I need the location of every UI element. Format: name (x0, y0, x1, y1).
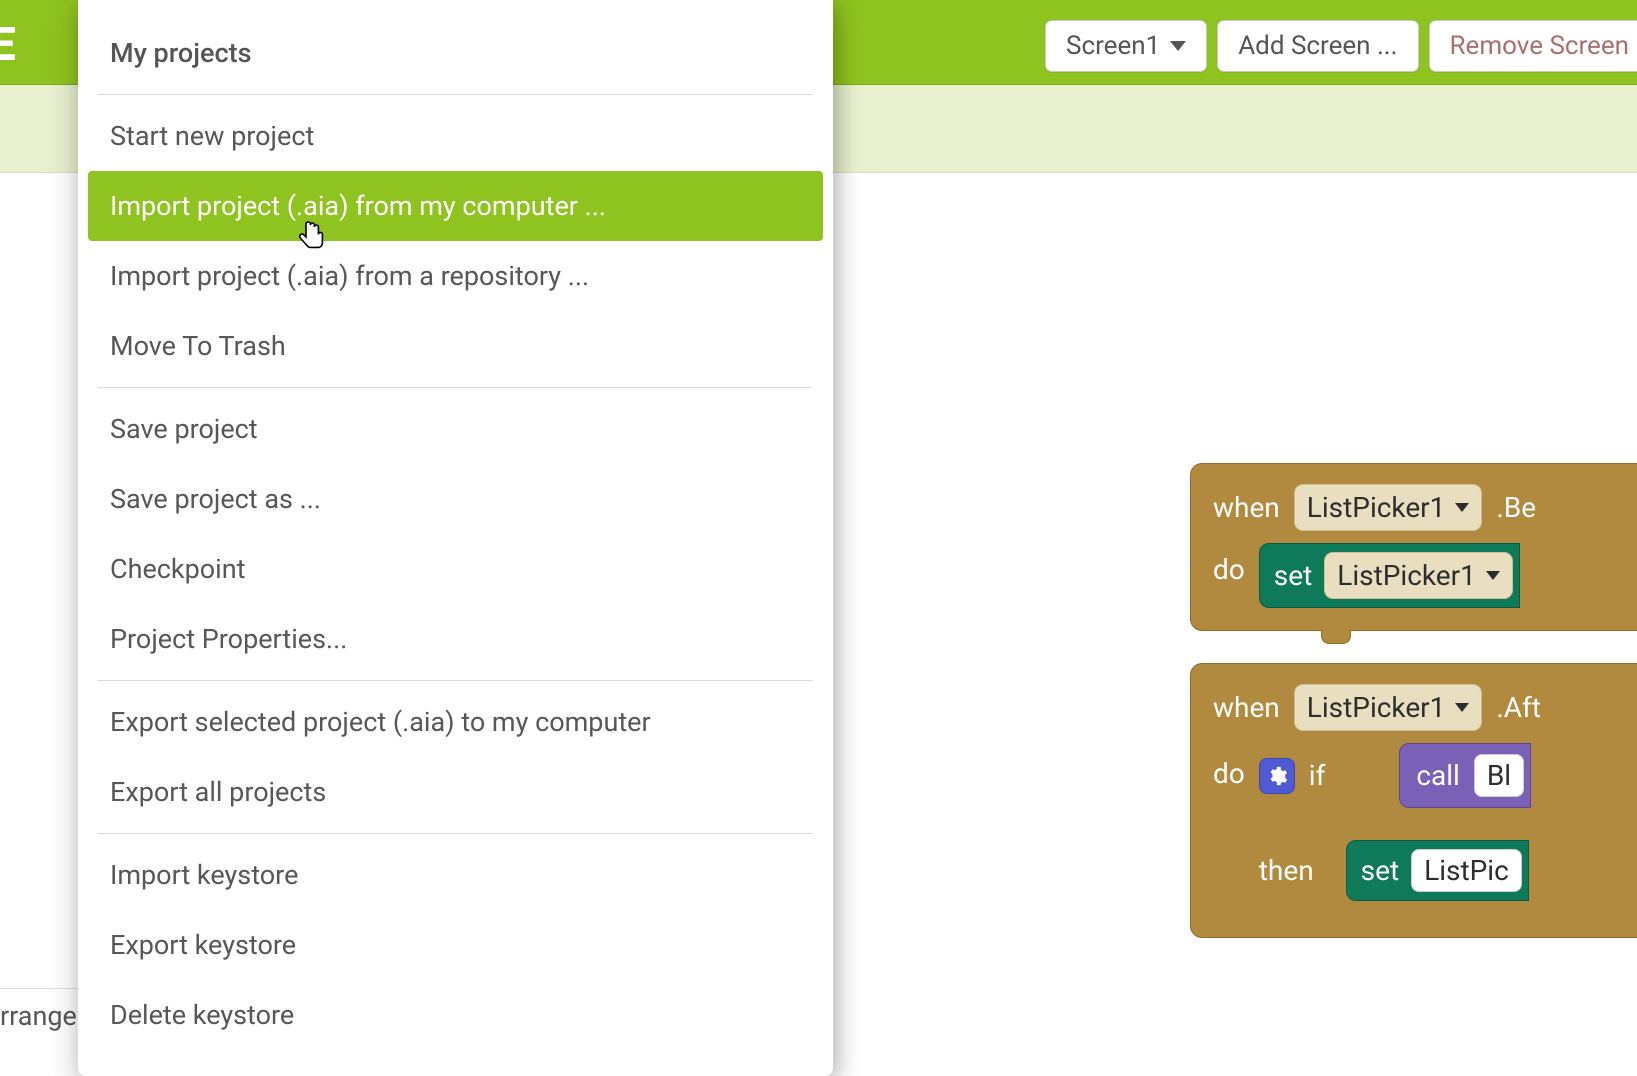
screen-selector-label: Screen1 (1066, 31, 1160, 61)
set-component-dropdown[interactable]: ListPicker1 (1324, 552, 1513, 599)
menu-item-export-keystore[interactable]: Export keystore (88, 910, 823, 980)
add-screen-label: Add Screen ... (1238, 31, 1397, 61)
caret-down-icon (1486, 571, 1500, 580)
topbar-buttons: Screen1 Add Screen ... Remove Screen (1045, 20, 1637, 72)
then-keyword: then (1259, 854, 1314, 887)
add-screen-button[interactable]: Add Screen ... (1217, 20, 1418, 72)
menu-item-export-selected[interactable]: Export selected project (.aia) to my com… (88, 687, 823, 757)
menu-item-export-all[interactable]: Export all projects (88, 757, 823, 827)
block-header-row: when ListPicker1 .Be (1191, 478, 1637, 537)
projects-dropdown-menu: My projects Start new project Import pro… (78, 0, 833, 1076)
menu-item-properties[interactable]: Project Properties... (88, 604, 823, 674)
menu-item-import-keystore[interactable]: Import keystore (88, 840, 823, 910)
menu-item-checkpoint[interactable]: Checkpoint (88, 534, 823, 604)
block-body-row: do set ListPicker1 (1191, 537, 1637, 614)
set-keyword: set (1361, 854, 1399, 887)
menu-item-save[interactable]: Save project (88, 394, 823, 464)
if-row: if call Bl (1259, 743, 1531, 808)
component-label: ListPicker1 (1307, 491, 1446, 524)
caret-down-icon (1170, 41, 1186, 51)
when-keyword: when (1213, 691, 1280, 724)
then-row: then set ListPic (1259, 840, 1531, 901)
menu-item-move-trash[interactable]: Move To Trash (88, 311, 823, 381)
event-block-after[interactable]: when ListPicker1 .Aft do if call Bl (1190, 663, 1637, 938)
do-keyword: do (1213, 743, 1245, 790)
call-target-dropdown[interactable]: Bl (1474, 754, 1524, 797)
block-header-row: when ListPicker1 .Aft (1191, 678, 1637, 737)
menu-item-import-repo[interactable]: Import project (.aia) from a repository … (88, 241, 823, 311)
call-block[interactable]: call Bl (1399, 743, 1531, 808)
event-block-before[interactable]: when ListPicker1 .Be do set ListPicker1 (1190, 463, 1637, 631)
set-component-label: ListPicker1 (1337, 559, 1476, 592)
caret-down-icon (1455, 503, 1469, 512)
set-block[interactable]: set ListPicker1 (1259, 543, 1520, 608)
event-suffix: .Be (1496, 491, 1536, 524)
component-dropdown[interactable]: ListPicker1 (1294, 684, 1483, 731)
component-dropdown[interactable]: ListPicker1 (1294, 484, 1483, 531)
when-keyword: when (1213, 491, 1280, 524)
menu-separator (98, 680, 813, 681)
set-component-dropdown[interactable]: ListPic (1411, 849, 1522, 892)
menu-header[interactable]: My projects (88, 18, 823, 88)
gear-icon[interactable] (1259, 758, 1295, 794)
caret-down-icon (1455, 703, 1469, 712)
block-body-row: do if call Bl then (1191, 737, 1637, 907)
call-target-label: Bl (1487, 759, 1511, 792)
do-keyword: do (1213, 543, 1245, 586)
if-keyword: if (1309, 759, 1326, 792)
set-keyword: set (1274, 559, 1312, 592)
remove-screen-label: Remove Screen (1450, 31, 1629, 61)
event-suffix: .Aft (1496, 691, 1541, 724)
menu-item-save-as[interactable]: Save project as ... (88, 464, 823, 534)
logo-fragment: E (0, 18, 17, 72)
remove-screen-button[interactable]: Remove Screen (1429, 20, 1637, 72)
block-notch (1321, 630, 1351, 644)
menu-separator (98, 94, 813, 95)
menu-separator (98, 833, 813, 834)
menu-separator (98, 387, 813, 388)
set-block[interactable]: set ListPic (1346, 840, 1529, 901)
screen-selector-button[interactable]: Screen1 (1045, 20, 1207, 72)
menu-item-import-computer[interactable]: Import project (.aia) from my computer .… (88, 171, 823, 241)
menu-item-delete-keystore[interactable]: Delete keystore (88, 980, 823, 1050)
menu-item-start-new[interactable]: Start new project (88, 101, 823, 171)
component-label: ListPicker1 (1307, 691, 1446, 724)
call-keyword: call (1416, 759, 1460, 792)
set-component-label: ListPic (1424, 854, 1509, 887)
